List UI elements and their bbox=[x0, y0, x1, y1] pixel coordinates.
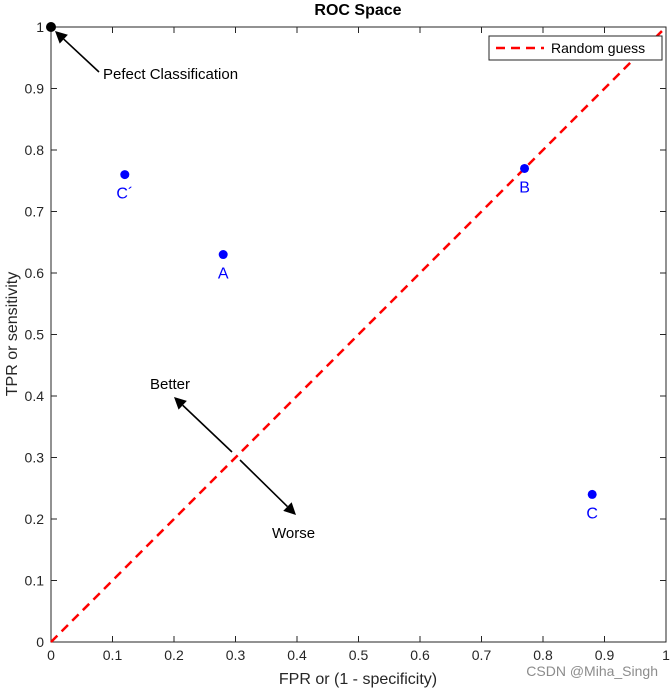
better-arrow-head bbox=[174, 397, 187, 410]
perfect-arrow-head bbox=[55, 31, 68, 44]
x-tick-label: 0 bbox=[47, 647, 55, 663]
data-point-3 bbox=[120, 170, 130, 180]
y-axis-label: TPR or sensitivity bbox=[4, 272, 21, 396]
x-tick-label: 0.8 bbox=[533, 647, 553, 663]
y-tick-label: 0.4 bbox=[25, 388, 45, 404]
data-point-label: B bbox=[519, 179, 530, 196]
data-point-label: C´ bbox=[116, 186, 133, 203]
x-tick-label: 0.5 bbox=[349, 647, 369, 663]
watermark: CSDN @Miha_Singh bbox=[526, 663, 658, 679]
perfect-arrow bbox=[55, 31, 100, 73]
y-tick-label: 0.2 bbox=[25, 511, 45, 527]
data-point-1 bbox=[520, 163, 530, 173]
y-tick-label: 0.5 bbox=[25, 327, 45, 343]
x-tick-label: 0.3 bbox=[226, 647, 246, 663]
y-tick-label: 0.9 bbox=[25, 81, 45, 97]
data-point-2 bbox=[587, 489, 597, 499]
legend: Random guess bbox=[488, 35, 663, 61]
y-tick-label: 0.8 bbox=[25, 142, 45, 158]
x-tick-label: 0.6 bbox=[410, 647, 430, 663]
data-points: A B C C´ bbox=[116, 163, 598, 522]
y-tick-label: 0.3 bbox=[25, 450, 45, 466]
data-point-0 bbox=[218, 250, 228, 260]
random-guess-line bbox=[50, 26, 667, 643]
x-tick-label: 0.7 bbox=[472, 647, 492, 663]
better-arrow bbox=[174, 397, 233, 453]
x-tick-label: 1 bbox=[662, 647, 670, 663]
y-axis: 0 0.1 0.2 0.3 0.4 0.5 0.6 0.7 0.8 0.9 1 bbox=[25, 19, 666, 650]
worse-label: Worse bbox=[272, 525, 315, 542]
y-tick-label: 1 bbox=[36, 19, 44, 35]
y-tick-label: 0.1 bbox=[25, 573, 45, 589]
perfect-classification-label: Pefect Classification bbox=[103, 66, 238, 83]
data-point-label: A bbox=[218, 266, 229, 283]
x-axis-label: FPR or (1 - specificity) bbox=[279, 671, 437, 688]
x-tick-label: 0.4 bbox=[287, 647, 307, 663]
perfect-classification-point bbox=[46, 22, 56, 32]
worse-arrow-shaft bbox=[239, 459, 288, 508]
legend-random-guess: Random guess bbox=[551, 40, 645, 56]
worse-arrow-head bbox=[283, 502, 296, 515]
y-tick-label: 0.7 bbox=[25, 204, 45, 220]
chart-title: ROC Space bbox=[314, 2, 401, 19]
y-tick-label: 0.6 bbox=[25, 265, 45, 281]
x-tick-label: 0.1 bbox=[103, 647, 123, 663]
data-point-label: C bbox=[586, 505, 598, 522]
worse-arrow bbox=[239, 459, 296, 515]
x-tick-label: 0.9 bbox=[595, 647, 615, 663]
better-label: Better bbox=[150, 376, 190, 393]
x-axis: 0 0.1 0.2 0.3 0.4 0.5 0.6 0.7 0.8 0.9 1 bbox=[47, 27, 670, 663]
better-arrow-shaft bbox=[182, 404, 233, 453]
perfect-arrow-shaft bbox=[63, 38, 100, 73]
y-tick-label: 0 bbox=[36, 634, 44, 650]
x-tick-label: 0.2 bbox=[164, 647, 184, 663]
